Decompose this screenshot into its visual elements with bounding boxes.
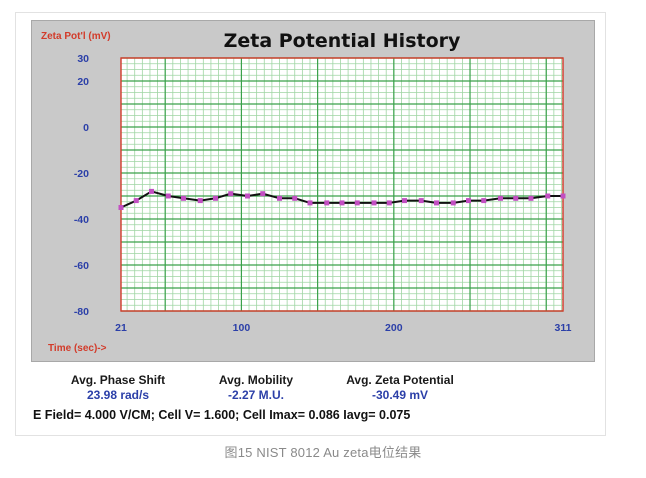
data-point	[371, 200, 377, 206]
data-point	[277, 195, 283, 201]
data-point	[466, 198, 472, 204]
stat-value: -30.49 mV	[371, 388, 429, 402]
stat-phase-shift: Avg. Phase Shift 23.98 rad/s	[33, 373, 203, 403]
data-point	[386, 200, 392, 206]
data-point	[513, 195, 519, 201]
plot-frame	[120, 57, 564, 312]
chart-panel: Zeta Potential History Zeta Pot'l (mV) Tim…	[31, 20, 595, 362]
y-tick-label: -20	[74, 168, 89, 180]
stat-label: Avg. Zeta Potential	[346, 373, 454, 387]
y-axis-label: Zeta Pot'l (mV)	[41, 31, 111, 42]
data-point	[180, 195, 186, 201]
data-point	[133, 198, 139, 204]
y-tick-label: 30	[77, 53, 89, 65]
y-tick-label: -80	[74, 306, 89, 318]
data-point	[401, 198, 407, 204]
data-point	[560, 193, 566, 199]
data-point	[148, 188, 154, 194]
y-tick-label: -60	[74, 260, 89, 272]
x-tick-label: 100	[233, 322, 251, 334]
data-point	[481, 198, 487, 204]
data-point	[197, 198, 203, 204]
zeta-report-panel: Zeta Potential History Zeta Pot'l (mV) Tim…	[31, 20, 595, 430]
data-point	[418, 198, 424, 204]
data-point	[118, 205, 124, 210]
data-point	[450, 200, 456, 206]
stat-mobility: Avg. Mobility -2.27 M.U.	[171, 373, 341, 403]
figure-caption: 图15 NIST 8012 Au zeta电位结果	[224, 445, 422, 460]
stat-label: Avg. Mobility	[218, 373, 294, 387]
data-point	[354, 200, 360, 206]
data-point	[292, 195, 298, 201]
zeta-chart: Zeta Potential History Zeta Pot'l (mV) Tim…	[41, 30, 572, 354]
efield-summary: E Field= 4.000 V/CM; Cell V= 1.600; Cell…	[33, 408, 411, 422]
x-tick-label: 200	[385, 322, 403, 334]
stat-value: -2.27 M.U.	[227, 388, 284, 402]
data-point	[165, 193, 171, 199]
data-point	[528, 195, 534, 201]
data-point	[212, 195, 218, 201]
data-point	[339, 200, 345, 206]
stat-zeta: Avg. Zeta Potential -30.49 mV	[315, 373, 485, 403]
stat-label: Avg. Phase Shift	[70, 373, 166, 387]
data-point	[245, 193, 251, 199]
y-tick-label: 20	[77, 76, 89, 88]
stat-value: 23.98 rad/s	[86, 388, 150, 402]
chart-title: Zeta Potential History	[224, 30, 461, 52]
x-tick-label: 21	[115, 322, 127, 334]
data-point	[324, 200, 330, 206]
data-point	[545, 193, 551, 199]
data-point	[433, 200, 439, 206]
x-tick-label: 311	[555, 322, 572, 334]
data-point	[260, 191, 266, 197]
y-tick-label: -40	[74, 214, 89, 226]
data-point	[307, 200, 313, 206]
data-point	[228, 191, 234, 197]
data-point	[498, 195, 504, 201]
x-axis-label: Time (sec)->	[48, 343, 107, 354]
y-tick-label: 0	[83, 122, 89, 134]
